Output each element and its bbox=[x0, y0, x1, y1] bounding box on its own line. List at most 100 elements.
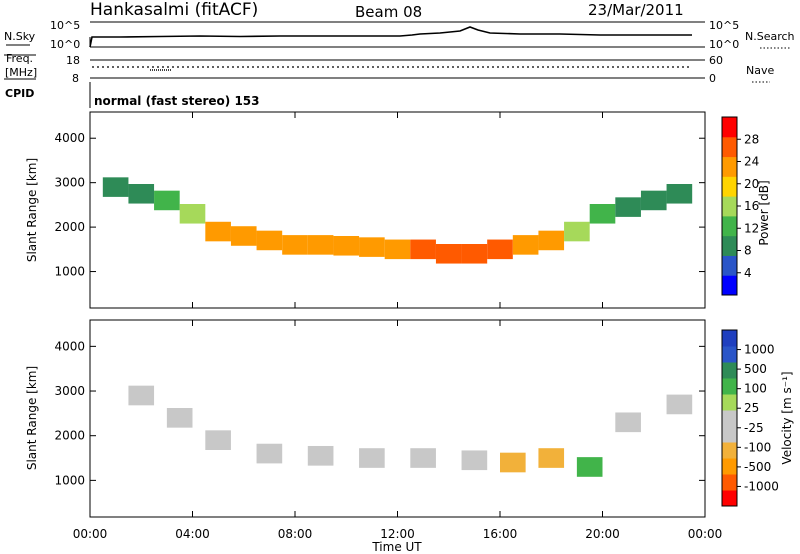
velocity-ylabel: Slant Range [km] bbox=[25, 366, 39, 470]
y-tick-label: 3000 bbox=[54, 384, 85, 398]
nsky-label: N.Sky bbox=[4, 30, 36, 43]
colorbar-segment bbox=[722, 330, 737, 347]
velocity-ticks: 1000 2000 3000 4000 bbox=[54, 339, 705, 487]
colorbar-segment bbox=[722, 156, 737, 177]
cpid-label: CPID bbox=[5, 87, 34, 100]
power-colorbar: 4 8 12 16 20 24 28 bbox=[721, 116, 759, 296]
power-ticks: 1000 2000 3000 4000 bbox=[54, 131, 705, 279]
nave-label: Nave bbox=[746, 64, 774, 77]
heatmap-cell bbox=[461, 244, 488, 264]
heatmap-cell bbox=[666, 184, 693, 204]
velocity-marks bbox=[128, 385, 693, 477]
x-tick-label: 08:00 bbox=[278, 527, 313, 541]
colorbar-segment bbox=[722, 362, 737, 379]
colorbar-segment bbox=[722, 490, 737, 507]
colorbar-tick-label: -500 bbox=[744, 460, 771, 474]
heatmap-cell bbox=[282, 235, 308, 255]
heatmap-cell bbox=[564, 221, 590, 242]
colorbar-tick-label: 4 bbox=[744, 266, 752, 280]
colorbar-tick-label: -25 bbox=[744, 421, 764, 435]
heatmap-cell bbox=[384, 239, 411, 260]
y-tick-label: 1000 bbox=[54, 473, 85, 487]
nsky-tick-top-right: 10^5 bbox=[709, 19, 739, 32]
x-tick-label: 00:00 bbox=[688, 527, 723, 541]
heatmap-cell bbox=[410, 448, 436, 468]
colorbar-segment bbox=[722, 117, 737, 138]
heatmap-cell bbox=[205, 221, 231, 242]
heatmap-cell bbox=[166, 408, 193, 428]
heatmap-cell bbox=[589, 204, 616, 224]
beam-title: Beam 08 bbox=[355, 3, 422, 21]
x-tick-label: 16:00 bbox=[483, 527, 518, 541]
colorbar-tick-label: 12 bbox=[744, 221, 759, 235]
heatmap-cell bbox=[640, 190, 667, 211]
colorbar-segment bbox=[722, 255, 737, 276]
y-tick-label: 3000 bbox=[54, 176, 85, 190]
colorbar-segment bbox=[722, 176, 737, 197]
colorbar-tick-label: -1000 bbox=[744, 479, 779, 493]
colorbar-tick-label: 16 bbox=[744, 199, 759, 213]
heatmap-cell bbox=[666, 394, 693, 415]
freq-tick-top: 18 bbox=[66, 54, 80, 67]
heatmap-cell bbox=[307, 235, 334, 255]
heatmap-cell bbox=[102, 177, 129, 197]
freq-label: Freq. bbox=[6, 52, 33, 65]
colorbar-segment bbox=[722, 275, 737, 296]
station-title: Hankasalmi (fitACF) bbox=[90, 0, 258, 20]
velocity-colorbar-label: Velocity [m s⁻¹] bbox=[780, 371, 794, 464]
heatmap-cell bbox=[256, 230, 283, 251]
y-tick-label: 4000 bbox=[54, 131, 85, 145]
heatmap-cell bbox=[487, 239, 513, 260]
nsearch-label: N.Search bbox=[745, 30, 795, 43]
heatmap-cell bbox=[576, 457, 603, 477]
colorbar-segment bbox=[722, 196, 737, 217]
y-tick-label: 1000 bbox=[54, 265, 85, 279]
y-tick-label: 2000 bbox=[54, 429, 85, 443]
colorbar-segment bbox=[722, 458, 737, 475]
nsky-strip: N.Sky 10^5 10^0 10^5 10^0 bbox=[4, 19, 739, 51]
heatmap-cell bbox=[179, 204, 206, 224]
y-tick-label: 4000 bbox=[54, 339, 85, 353]
heatmap-cell bbox=[307, 445, 334, 466]
y-tick-label: 2000 bbox=[54, 220, 85, 234]
power-ylabel: Slant Range [km] bbox=[25, 158, 39, 262]
heatmap-cell bbox=[500, 452, 526, 473]
heatmap-cell bbox=[230, 226, 257, 246]
heatmap-cell bbox=[615, 197, 641, 217]
x-tick-label: 20:00 bbox=[585, 527, 620, 541]
colorbar-tick-label: 1000 bbox=[744, 343, 775, 357]
nave-tick-bottom: 0 bbox=[709, 72, 716, 85]
colorbar-segment bbox=[722, 136, 737, 158]
nsky-trace bbox=[89, 26, 692, 48]
colorbar-segment bbox=[722, 426, 737, 443]
date-title: 23/Mar/2011 bbox=[588, 1, 684, 19]
heatmap-cell bbox=[538, 448, 565, 468]
freq-label-units: [MHz] bbox=[5, 66, 37, 79]
colorbar-segment bbox=[722, 442, 737, 459]
cpid-text: normal (fast stereo) 153 bbox=[94, 94, 260, 108]
nave-tick-top: 60 bbox=[709, 54, 723, 67]
nsky-tick-bottom-left: 10^0 bbox=[50, 38, 80, 51]
colorbar-segment bbox=[722, 474, 737, 491]
colorbar-frame bbox=[721, 329, 738, 507]
velocity-panel: 1000 2000 3000 4000 Slant Range [km] bbox=[25, 319, 706, 518]
velocity-colorbar: -1000 -500 -100 -25 25 100 500 1000 bbox=[721, 329, 779, 507]
colorbar-segment bbox=[722, 215, 737, 237]
colorbar-tick-label: 500 bbox=[744, 362, 767, 376]
heatmap-cell bbox=[461, 450, 488, 471]
x-axis-ticks: 00:00 04:00 08:00 12:00 16:00 20:00 00:00 bbox=[73, 112, 723, 541]
colorbar-segment bbox=[722, 235, 737, 256]
nsky-tick-bottom-right: 10^0 bbox=[709, 38, 739, 51]
colorbar-segment bbox=[722, 346, 737, 363]
freq-tick-bottom: 8 bbox=[72, 72, 79, 85]
heatmap-cell bbox=[154, 190, 180, 211]
x-tick-label: 12:00 bbox=[380, 527, 415, 541]
nsky-tick-top-left: 10^5 bbox=[50, 19, 80, 32]
colorbar-tick-label: 100 bbox=[744, 382, 767, 396]
heatmap-cell bbox=[615, 412, 641, 433]
power-colorbar-label: Power [dB] bbox=[757, 180, 771, 245]
heatmap-cell bbox=[435, 244, 462, 264]
heatmap-cell bbox=[512, 235, 539, 255]
colorbar-segment bbox=[722, 410, 737, 427]
